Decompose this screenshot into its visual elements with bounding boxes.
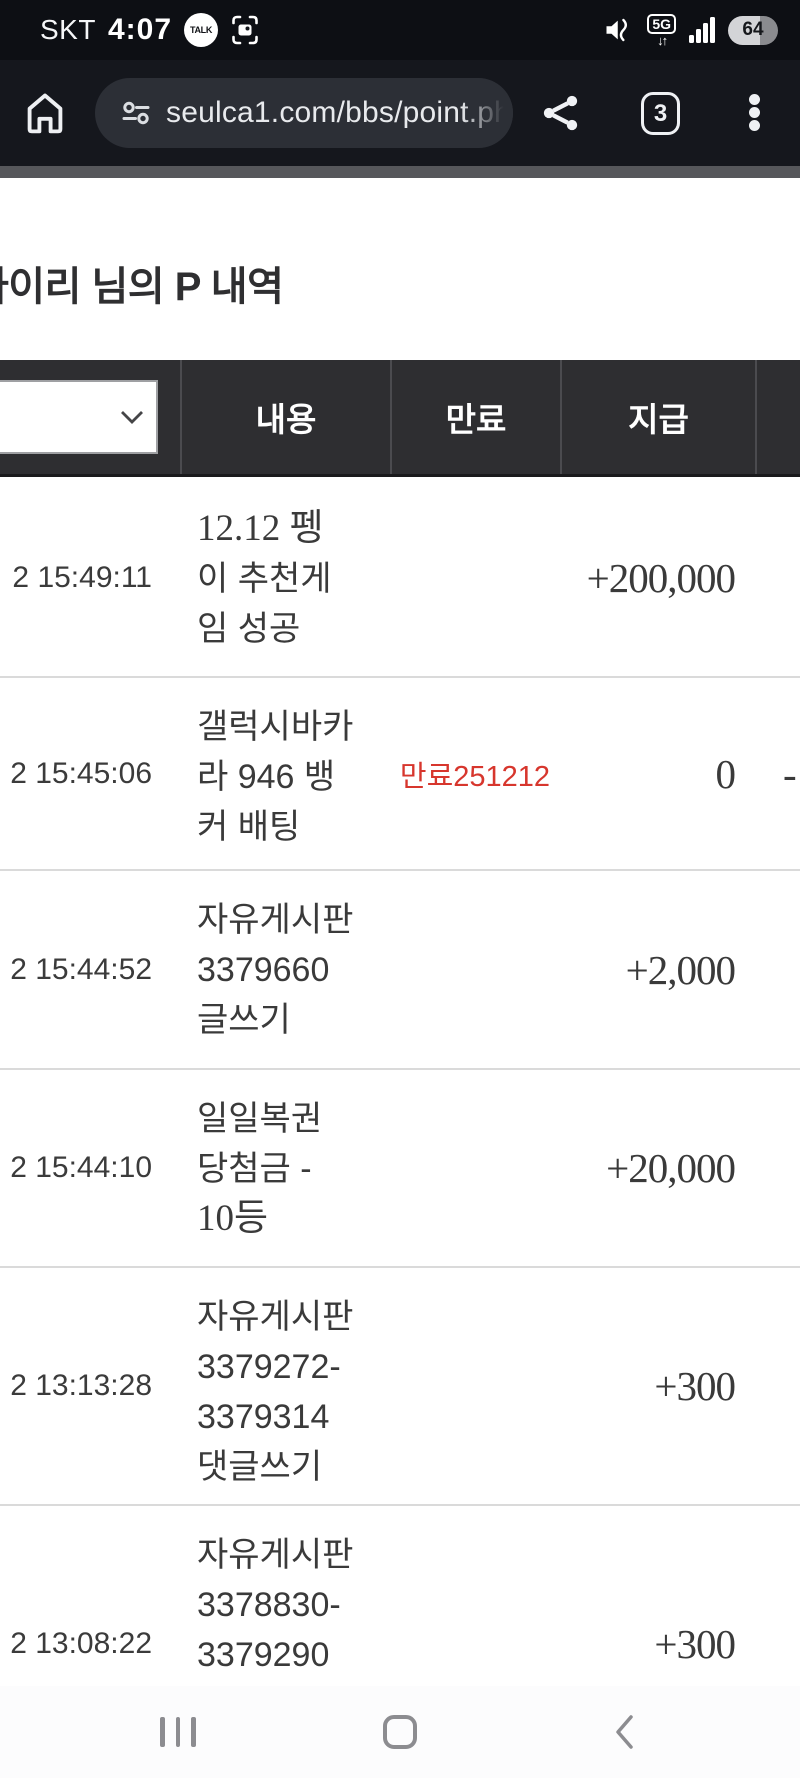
- page-title: 아이리 님의 P 내역: [0, 264, 284, 309]
- row-date: 2 15:44:52: [10, 952, 152, 986]
- row-content: 12.12 펭 이 추천게 임 성공: [180, 480, 390, 676]
- row-date: 2 13:13:28: [10, 1369, 152, 1402]
- row-used: [755, 1070, 800, 1266]
- filter-header-cell: [0, 360, 180, 474]
- screenshot-notification-icon: [232, 15, 258, 45]
- content-line: 3379272-: [197, 1348, 341, 1386]
- table-row: 2 15:44:10 일일복권 당첨금 - 10등 +20,000: [0, 1070, 800, 1268]
- table-row: 2 13:13:28 자유게시판 3379272- 3379314 댓글쓰기 +…: [0, 1268, 800, 1506]
- content-line: 커 배팅: [197, 808, 301, 846]
- content-line: 이 추천게: [197, 560, 332, 598]
- row-grant: 0: [715, 750, 737, 797]
- table-body: 2 15:49:11 12.12 펭 이 추천게 임 성공 +200,000 2…: [0, 480, 800, 1778]
- tab-count: 3: [653, 99, 668, 127]
- row-content: 자유게시판 3379272- 3379314 댓글쓰기: [180, 1268, 390, 1504]
- share-button[interactable]: [541, 93, 581, 133]
- content-line: 자유게시판: [197, 901, 354, 939]
- status-bar: SKT 4:07 TALK 5G: [0, 0, 800, 60]
- row-content: 갤럭시바카 라 946 뱅 커 배팅: [180, 678, 390, 869]
- row-date: 2 15:49:11: [12, 561, 152, 594]
- row-expire: [390, 1070, 560, 1266]
- col-header-expire: 만료: [390, 360, 560, 474]
- carrier-label: SKT: [40, 14, 96, 45]
- row-date: 2 13:08:22: [10, 1627, 152, 1660]
- row-content: 일일복권 당첨금 - 10등: [180, 1070, 390, 1266]
- table-row: 2 15:45:06 갤럭시바카 라 946 뱅 커 배팅 만료251212 0…: [0, 678, 800, 871]
- col-header-extra: [755, 360, 798, 474]
- site-settings-icon[interactable]: [121, 98, 151, 128]
- filter-select[interactable]: [0, 380, 158, 454]
- recent-apps-button[interactable]: [160, 1717, 196, 1747]
- network-label: 5G: [647, 14, 676, 34]
- kakaotalk-label: TALK: [189, 25, 213, 35]
- tab-switcher-button[interactable]: 3: [641, 92, 680, 135]
- row-used: [755, 480, 800, 676]
- content-line: 10등: [197, 1198, 269, 1239]
- menu-button[interactable]: [749, 94, 760, 131]
- content-line: 당첨금 -: [197, 1150, 312, 1188]
- status-clock: 4:07: [107, 13, 173, 46]
- row-date: 2 15:44:10: [10, 1151, 152, 1184]
- content-line: 갤럭시바카: [197, 708, 354, 746]
- battery-indicator: 64: [728, 15, 778, 45]
- battery-level: 64: [742, 19, 764, 40]
- content-line: 3379660: [197, 951, 330, 989]
- browser-toolbar: seulca1.com/bbs/point.php 3: [0, 60, 800, 166]
- mute-vibrate-icon: [606, 18, 628, 42]
- content-line: 라 946 뱅: [197, 758, 336, 796]
- network-arrows: ↓↑: [657, 33, 668, 48]
- col-header-grant: 지급: [560, 360, 755, 474]
- content-line: 댓글쓰기: [197, 1448, 323, 1486]
- nav-home-button[interactable]: [383, 1715, 417, 1749]
- content-line: 3378830-: [197, 1586, 341, 1624]
- page-top-strip: [0, 166, 800, 178]
- row-expire: [390, 1268, 560, 1504]
- status-right-group: 5G ↓↑ 64: [604, 0, 778, 60]
- table-row: 2 15:49:11 12.12 펭 이 추천게 임 성공 +200,000: [0, 480, 800, 678]
- row-used: [755, 1268, 800, 1504]
- web-page: 아이리 님의 P 내역 내용 만료 지급 2 15:49:11 12.12 펭 …: [0, 178, 800, 1778]
- row-grant: +300: [654, 1363, 736, 1409]
- content-line: 임 성공: [197, 610, 301, 648]
- content-line: 일일복권: [197, 1100, 323, 1138]
- row-expire: [390, 871, 560, 1068]
- signal-strength-icon: [689, 17, 715, 43]
- content-line: 12.12 펭: [197, 508, 324, 549]
- table-row: 2 15:44:52 자유게시판 3379660 글쓰기 +2,000: [0, 871, 800, 1070]
- row-grant: +20,000: [606, 1145, 736, 1191]
- row-date: 2 15:45:06: [10, 756, 152, 790]
- row-used: [755, 871, 800, 1068]
- row-grant: +2,000: [625, 946, 736, 993]
- row-grant: +200,000: [586, 555, 736, 601]
- nav-back-button[interactable]: [612, 1713, 636, 1751]
- url-fade-overlay: [461, 78, 513, 148]
- row-content: 자유게시판 3379660 글쓰기: [180, 871, 390, 1068]
- table-header: 내용 만료 지급: [0, 360, 800, 477]
- row-used: -: [783, 750, 797, 797]
- address-bar[interactable]: seulca1.com/bbs/point.php: [95, 78, 513, 148]
- row-expire: 만료251212: [399, 760, 551, 793]
- system-nav-bar: [0, 1686, 800, 1778]
- chevron-down-icon: [121, 411, 143, 424]
- content-line: 글쓰기: [197, 1001, 291, 1039]
- network-5g-icon: 5G ↓↑: [647, 14, 676, 48]
- row-grant: +300: [654, 1621, 736, 1667]
- status-left-group: SKT 4:07 TALK: [40, 0, 260, 60]
- row-expire: [390, 480, 560, 676]
- col-header-content: 내용: [180, 360, 390, 474]
- content-line: 자유게시판: [197, 1536, 354, 1574]
- home-button[interactable]: [24, 90, 66, 136]
- content-line: 3379314: [197, 1398, 330, 1436]
- content-line: 3379290: [197, 1636, 330, 1674]
- content-line: 자유게시판: [197, 1298, 354, 1336]
- url-text: seulca1.com/bbs/point.php: [166, 96, 513, 129]
- kakaotalk-notification-icon: TALK: [184, 13, 219, 47]
